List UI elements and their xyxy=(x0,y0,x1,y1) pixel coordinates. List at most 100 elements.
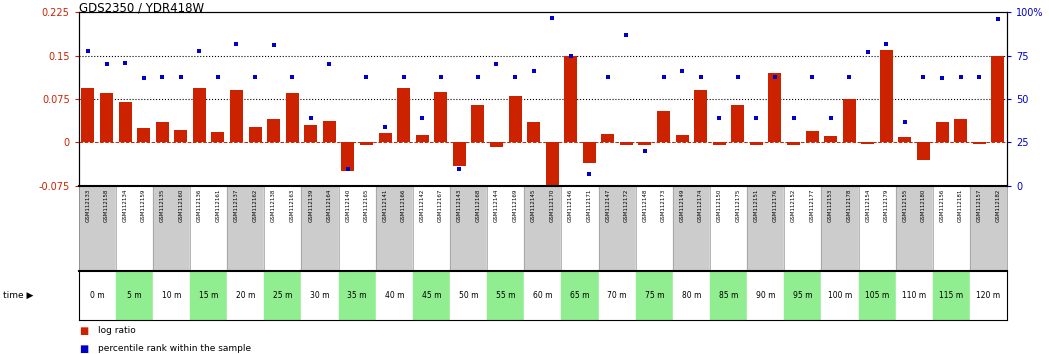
Bar xyxy=(360,142,373,145)
Bar xyxy=(877,186,896,271)
Text: GSM112149: GSM112149 xyxy=(680,188,685,222)
Text: GSM112182: GSM112182 xyxy=(996,188,1001,222)
Text: 50 m: 50 m xyxy=(458,291,478,300)
Bar xyxy=(676,135,688,142)
Text: 100 m: 100 m xyxy=(828,291,852,300)
Text: GSM112167: GSM112167 xyxy=(438,188,444,222)
Bar xyxy=(174,130,188,142)
Text: 115 m: 115 m xyxy=(939,291,963,300)
Text: 95 m: 95 m xyxy=(793,291,813,300)
Bar xyxy=(787,142,800,145)
Bar xyxy=(672,186,691,271)
Text: GSM112162: GSM112162 xyxy=(253,188,258,222)
Bar xyxy=(896,271,933,320)
Text: 40 m: 40 m xyxy=(385,291,404,300)
Bar xyxy=(264,186,283,271)
Bar xyxy=(599,271,636,320)
Text: GDS2350 / YDR418W: GDS2350 / YDR418W xyxy=(79,2,204,15)
Text: 55 m: 55 m xyxy=(496,291,515,300)
Bar xyxy=(413,271,450,320)
Text: 75 m: 75 m xyxy=(644,291,664,300)
Text: GSM112171: GSM112171 xyxy=(586,188,592,222)
Text: GSM112151: GSM112151 xyxy=(754,188,758,222)
Text: GSM112150: GSM112150 xyxy=(716,188,722,222)
Bar xyxy=(415,135,429,142)
Text: 0 m: 0 m xyxy=(90,291,105,300)
Text: GSM112144: GSM112144 xyxy=(494,188,499,222)
Bar xyxy=(769,73,782,142)
Text: 70 m: 70 m xyxy=(607,291,627,300)
Text: GSM112169: GSM112169 xyxy=(513,188,517,222)
Bar xyxy=(951,186,970,271)
Text: GSM112145: GSM112145 xyxy=(531,188,536,222)
Bar xyxy=(153,271,190,320)
Bar xyxy=(599,186,617,271)
Text: GSM112179: GSM112179 xyxy=(884,188,889,222)
Bar xyxy=(341,142,355,171)
Bar xyxy=(970,271,1007,320)
Bar xyxy=(115,271,153,320)
Text: 35 m: 35 m xyxy=(347,291,367,300)
Bar xyxy=(731,105,745,142)
Text: GSM112157: GSM112157 xyxy=(977,188,982,222)
Bar xyxy=(524,271,561,320)
Text: 85 m: 85 m xyxy=(719,291,738,300)
Bar xyxy=(394,186,413,271)
Text: time ▶: time ▶ xyxy=(3,291,34,300)
Bar xyxy=(190,271,228,320)
Text: GSM112170: GSM112170 xyxy=(550,188,555,222)
Text: GSM112173: GSM112173 xyxy=(661,188,666,222)
Bar xyxy=(821,186,840,271)
Bar xyxy=(301,186,320,271)
Bar xyxy=(880,50,893,142)
Bar xyxy=(98,186,115,271)
Bar xyxy=(398,87,410,142)
Bar xyxy=(506,186,524,271)
Bar xyxy=(230,91,243,142)
Text: GSM112161: GSM112161 xyxy=(215,188,220,222)
Bar xyxy=(450,186,469,271)
Bar xyxy=(672,271,710,320)
Bar xyxy=(320,186,339,271)
Text: 45 m: 45 m xyxy=(422,291,442,300)
Bar xyxy=(917,142,930,160)
Bar xyxy=(431,186,450,271)
Text: GSM112177: GSM112177 xyxy=(810,188,815,222)
Bar xyxy=(728,186,747,271)
Bar xyxy=(858,186,877,271)
Text: 30 m: 30 m xyxy=(311,291,329,300)
Bar xyxy=(561,271,599,320)
Bar xyxy=(898,137,912,142)
Bar xyxy=(357,186,376,271)
Bar xyxy=(933,186,951,271)
Bar xyxy=(249,127,261,142)
Text: GSM112181: GSM112181 xyxy=(958,188,963,222)
Text: 65 m: 65 m xyxy=(571,291,590,300)
Bar xyxy=(785,271,821,320)
Text: GSM112154: GSM112154 xyxy=(865,188,871,222)
Bar xyxy=(487,186,506,271)
Bar xyxy=(115,186,134,271)
Bar xyxy=(339,186,357,271)
Bar xyxy=(970,186,988,271)
Text: GSM112143: GSM112143 xyxy=(456,188,462,222)
Text: GSM112142: GSM112142 xyxy=(420,188,425,222)
Bar xyxy=(636,186,655,271)
Bar xyxy=(190,186,209,271)
Bar xyxy=(896,186,915,271)
Bar xyxy=(469,186,487,271)
Bar xyxy=(694,91,707,142)
Bar xyxy=(691,186,710,271)
Text: GSM112165: GSM112165 xyxy=(364,188,369,222)
Text: 90 m: 90 m xyxy=(756,291,775,300)
Text: GSM112138: GSM112138 xyxy=(271,188,276,222)
Text: GSM112135: GSM112135 xyxy=(159,188,165,222)
Text: GSM112174: GSM112174 xyxy=(699,188,703,222)
Text: GSM112146: GSM112146 xyxy=(569,188,573,222)
Text: GSM112175: GSM112175 xyxy=(735,188,741,222)
Bar xyxy=(858,271,896,320)
Bar xyxy=(171,186,190,271)
Bar xyxy=(972,142,986,144)
Bar xyxy=(267,119,280,142)
Bar xyxy=(617,186,636,271)
